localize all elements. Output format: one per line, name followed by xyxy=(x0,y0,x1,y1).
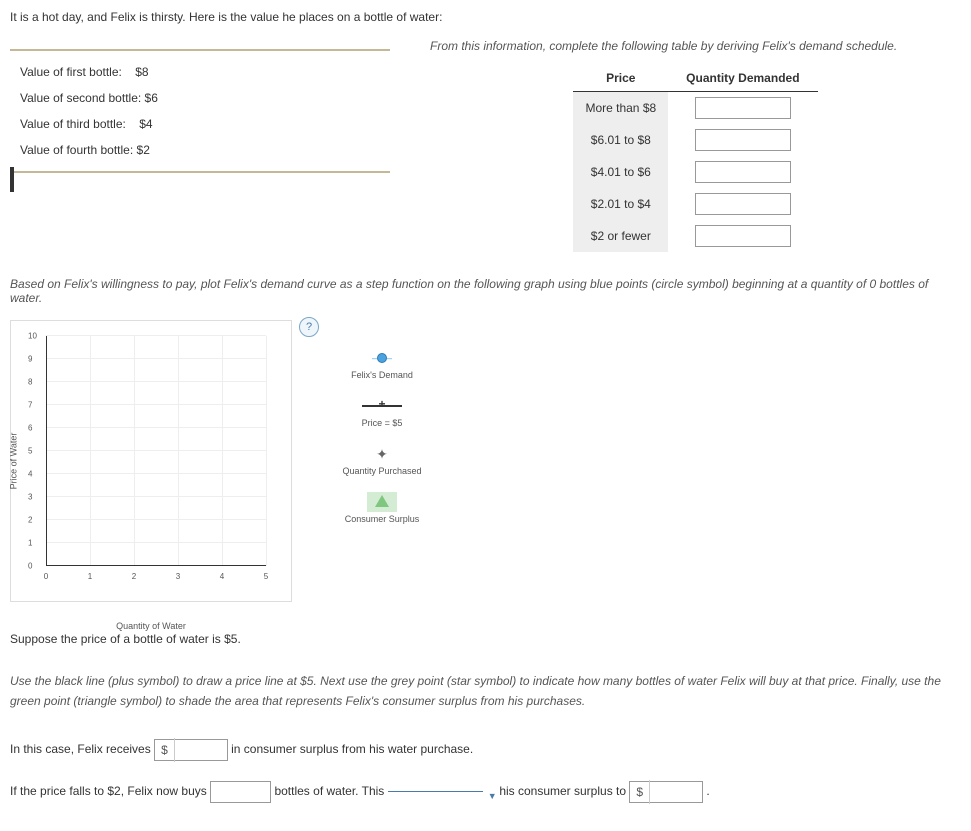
suppose-text: Suppose the price of a bottle of water i… xyxy=(10,632,961,646)
plot-region[interactable]: 01 23 45 67 89 10 01 23 45 xyxy=(46,336,266,566)
dollar-icon: $ xyxy=(630,780,650,804)
fill-line-2: If the price falls to $2, Felix now buys… xyxy=(10,779,961,803)
legend-label: Felix's Demand xyxy=(327,370,437,380)
values-panel: Value of first bottle: $8 Value of secon… xyxy=(10,39,390,252)
qty-input-4[interactable] xyxy=(695,225,791,247)
graph-instruction: Based on Felix's willingness to pay, plo… xyxy=(10,277,961,305)
value-label: Value of third bottle: xyxy=(20,117,126,131)
legend-demand[interactable]: –– Felix's Demand xyxy=(327,350,437,380)
help-icon[interactable]: ? xyxy=(299,317,319,337)
bottles-input[interactable] xyxy=(210,781,271,803)
qty-input-1[interactable] xyxy=(695,129,791,151)
legend-label: Price = $5 xyxy=(327,418,437,428)
qty-input-3[interactable] xyxy=(695,193,791,215)
fill1-post: in consumer surplus from his water purch… xyxy=(231,742,473,756)
price-cell: More than $8 xyxy=(573,92,668,125)
consumer-surplus-input[interactable]: $ xyxy=(154,739,228,761)
schedule-panel: From this information, complete the foll… xyxy=(430,39,961,252)
intro-text: It is a hot day, and Felix is thirsty. H… xyxy=(10,10,961,24)
new-cs-input[interactable]: $ xyxy=(629,781,703,803)
circle-icon xyxy=(377,353,387,363)
qty-header: Quantity Demanded xyxy=(668,65,817,92)
value-label: Value of second bottle: xyxy=(20,91,141,105)
chart-legend: –– Felix's Demand Price = $5 ✦ Quantity … xyxy=(327,350,437,542)
value-row: Value of fourth bottle: $2 xyxy=(10,137,390,163)
cursor-marker xyxy=(10,167,16,192)
price-cell: $2 or fewer xyxy=(573,220,668,252)
fill2-mid1: bottles of water. This xyxy=(274,784,384,798)
cs-value-input[interactable] xyxy=(175,740,227,760)
fill-line-1: In this case, Felix receives $ in consum… xyxy=(10,737,961,761)
value-amount: $8 xyxy=(135,65,148,79)
values-table: Value of first bottle: $8 Value of secon… xyxy=(10,49,390,173)
triangle-icon xyxy=(375,495,389,507)
legend-qty[interactable]: ✦ Quantity Purchased xyxy=(327,446,437,476)
x-axis-label: Quantity of Water xyxy=(116,621,186,631)
draw-instruction: Use the black line (plus symbol) to draw… xyxy=(10,671,961,712)
price-cell: $4.01 to $6 xyxy=(573,156,668,188)
new-cs-value-input[interactable] xyxy=(650,782,702,802)
star-icon: ✦ xyxy=(376,446,388,463)
fill1-pre: In this case, Felix receives xyxy=(10,742,151,756)
legend-price[interactable]: Price = $5 xyxy=(327,398,437,428)
fill2-end: . xyxy=(706,784,709,798)
qty-input-2[interactable] xyxy=(695,161,791,183)
value-amount: $4 xyxy=(139,117,152,131)
direction-dropdown[interactable] xyxy=(388,791,483,792)
value-label: Value of fourth bottle: xyxy=(20,143,133,157)
fill2-mid2: his consumer surplus to xyxy=(499,784,626,798)
legend-cs[interactable]: Consumer Surplus xyxy=(327,494,437,524)
qty-input-0[interactable] xyxy=(695,97,791,119)
value-amount: $2 xyxy=(137,143,150,157)
value-row: Value of third bottle: $4 xyxy=(10,111,390,137)
price-cell: $2.01 to $4 xyxy=(573,188,668,220)
value-amount: $6 xyxy=(145,91,158,105)
legend-label: Consumer Surplus xyxy=(327,514,437,524)
plus-line-icon xyxy=(362,405,402,407)
value-row: Value of first bottle: $8 xyxy=(10,59,390,85)
legend-label: Quantity Purchased xyxy=(327,466,437,476)
fill2-pre: If the price falls to $2, Felix now buys xyxy=(10,784,207,798)
price-header: Price xyxy=(573,65,668,92)
schedule-instruction: From this information, complete the foll… xyxy=(430,39,961,53)
y-axis-label: Price of Water xyxy=(8,433,18,490)
price-cell: $6.01 to $8 xyxy=(573,124,668,156)
value-row: Value of second bottle: $6 xyxy=(10,85,390,111)
chart-area[interactable]: ? Price of Water 01 23 45 67 89 10 01 23… xyxy=(10,320,292,602)
value-label: Value of first bottle: xyxy=(20,65,122,79)
dollar-icon: $ xyxy=(155,738,175,762)
demand-schedule-table: Price Quantity Demanded More than $8 $6.… xyxy=(573,65,817,252)
